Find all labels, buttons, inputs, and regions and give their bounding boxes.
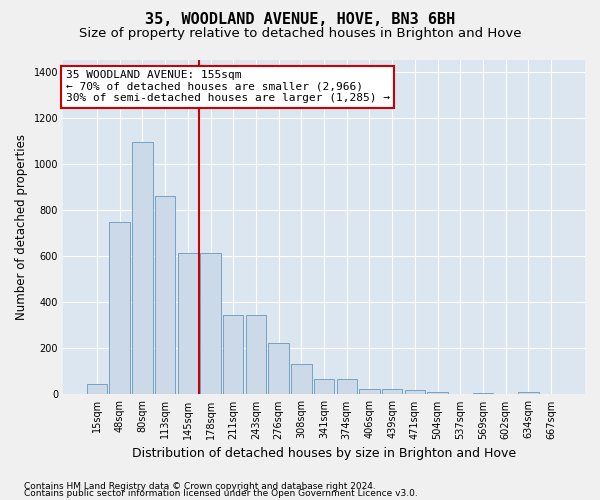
Y-axis label: Number of detached properties: Number of detached properties: [15, 134, 28, 320]
Text: Contains HM Land Registry data © Crown copyright and database right 2024.: Contains HM Land Registry data © Crown c…: [24, 482, 376, 491]
Bar: [404, 390, 425, 394]
X-axis label: Distribution of detached houses by size in Brighton and Hove: Distribution of detached houses by size …: [132, 447, 516, 460]
Bar: [245, 315, 266, 394]
Bar: [314, 380, 334, 394]
Text: Size of property relative to detached houses in Brighton and Hove: Size of property relative to detached ho…: [79, 28, 521, 40]
Bar: [359, 388, 380, 394]
Text: 35, WOODLAND AVENUE, HOVE, BN3 6BH: 35, WOODLAND AVENUE, HOVE, BN3 6BH: [145, 12, 455, 28]
Bar: [427, 392, 448, 394]
Bar: [87, 384, 107, 394]
Bar: [132, 142, 152, 395]
Bar: [382, 388, 403, 394]
Bar: [178, 252, 198, 394]
Bar: [223, 315, 244, 394]
Bar: [518, 392, 539, 394]
Text: Contains public sector information licensed under the Open Government Licence v3: Contains public sector information licen…: [24, 489, 418, 498]
Bar: [473, 392, 493, 394]
Bar: [200, 252, 221, 394]
Bar: [291, 364, 311, 394]
Bar: [268, 342, 289, 394]
Bar: [109, 222, 130, 394]
Text: 35 WOODLAND AVENUE: 155sqm
← 70% of detached houses are smaller (2,966)
30% of s: 35 WOODLAND AVENUE: 155sqm ← 70% of deta…: [65, 70, 389, 103]
Bar: [155, 196, 175, 394]
Bar: [337, 380, 357, 394]
